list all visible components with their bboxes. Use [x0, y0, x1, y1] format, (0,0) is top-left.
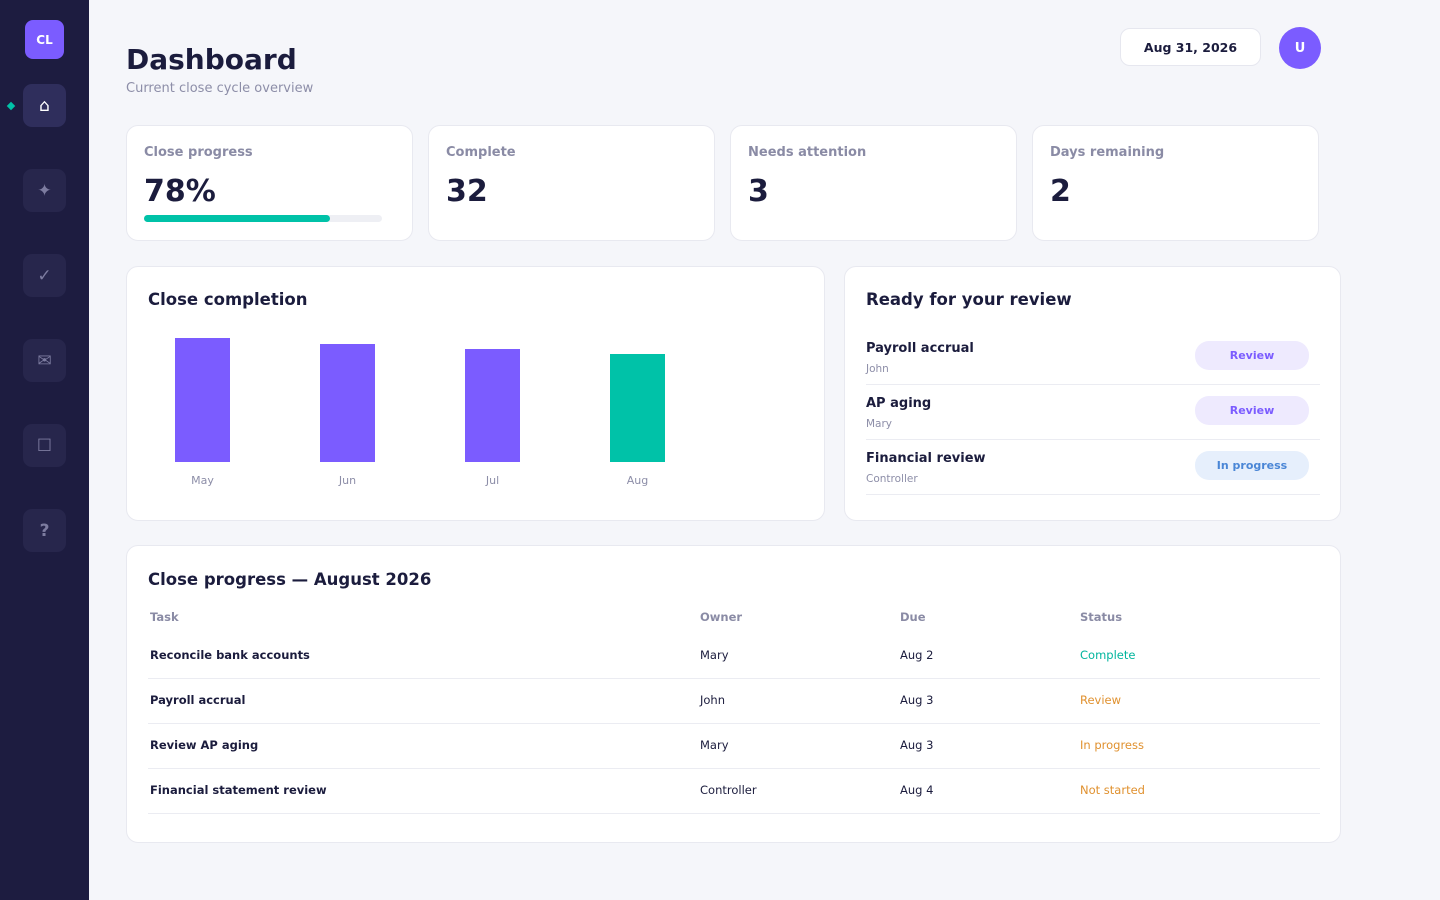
- cell-task: Reconcile bank accounts: [150, 648, 310, 662]
- stat-value: 3: [748, 174, 769, 209]
- review-card: Ready for your review Payroll accrual Jo…: [844, 266, 1341, 521]
- cell-task: Payroll accrual: [150, 693, 246, 707]
- stat-card-needs-attention: Needs attention 3: [730, 125, 1017, 241]
- progress-bar: [144, 215, 382, 222]
- review-button[interactable]: Review: [1195, 341, 1309, 370]
- column-header-status[interactable]: Status: [1080, 610, 1123, 624]
- cell-due: Aug 4: [900, 783, 934, 797]
- user-avatar[interactable]: U: [1279, 27, 1321, 69]
- sidebar-item-documents[interactable]: ☐: [23, 424, 66, 467]
- review-item: Financial review Controller In progress: [866, 440, 1320, 495]
- help-icon: ?: [39, 520, 50, 541]
- sidebar-item-sparkle[interactable]: ✦: [23, 169, 66, 212]
- table-row[interactable]: Review AP aging Mary Aug 3 In progress: [148, 724, 1320, 769]
- active-indicator-dot: [6, 101, 16, 111]
- column-header-due[interactable]: Due: [900, 610, 926, 624]
- review-title: Ready for your review: [866, 290, 1072, 309]
- progress-bar-fill: [144, 215, 330, 222]
- sidebar-item-home[interactable]: ⌂: [23, 84, 66, 127]
- stat-card-close-progress: Close progress 78%: [126, 125, 413, 241]
- review-item-owner: Mary: [866, 418, 893, 430]
- review-button[interactable]: Review: [1195, 396, 1309, 425]
- cell-owner: Mary: [700, 738, 729, 752]
- stat-label: Close progress: [144, 145, 253, 160]
- chart-bar-may[interactable]: [175, 337, 230, 462]
- chart-bar-jun[interactable]: [320, 343, 375, 462]
- stat-value: 32: [446, 174, 488, 209]
- date-picker[interactable]: Aug 31, 2026: [1120, 28, 1261, 66]
- chart-x-label: Jun: [338, 474, 357, 487]
- chart-x-label: May: [191, 474, 214, 487]
- stat-card-days-remaining: Days remaining 2: [1032, 125, 1319, 241]
- review-item-owner: John: [866, 363, 889, 375]
- app-logo[interactable]: CL: [25, 20, 64, 59]
- page-subtitle: Current close cycle overview: [126, 81, 314, 96]
- table-row[interactable]: Financial statement review Controller Au…: [148, 769, 1320, 814]
- stat-label: Needs attention: [748, 145, 867, 160]
- close-completion-card: Close completion May Jun Jul Aug: [126, 266, 825, 521]
- cell-owner: Mary: [700, 648, 729, 662]
- sidebar: CL ⌂ ✦ ✓ ✉ ☐ ?: [0, 0, 89, 900]
- close-progress-table-card: Close progress — August 2026 Task Owner …: [126, 545, 1341, 843]
- square-icon: ☐: [36, 435, 53, 456]
- table-row[interactable]: Payroll accrual John Aug 3 Review: [148, 679, 1320, 724]
- stat-value: 2: [1050, 174, 1071, 209]
- cell-task: Financial statement review: [150, 783, 327, 797]
- review-item-name: AP aging: [866, 396, 932, 411]
- cell-due: Aug 3: [900, 693, 934, 707]
- cell-owner: Controller: [700, 783, 757, 797]
- review-item-owner: Controller: [866, 473, 918, 485]
- sparkle-icon: ✦: [37, 180, 52, 201]
- review-item: Payroll accrual John Review: [866, 330, 1320, 385]
- review-item-name: Payroll accrual: [866, 341, 974, 356]
- column-header-owner[interactable]: Owner: [700, 610, 743, 624]
- cell-due: Aug 3: [900, 738, 934, 752]
- review-item-name: Financial review: [866, 451, 986, 466]
- column-header-task[interactable]: Task: [150, 610, 179, 624]
- sidebar-item-messages[interactable]: ✉: [23, 339, 66, 382]
- chart-bar-aug[interactable]: [610, 354, 665, 462]
- table-row[interactable]: Reconcile bank accounts Mary Aug 2 Compl…: [148, 634, 1320, 679]
- page-title: Dashboard: [126, 43, 297, 76]
- cell-due: Aug 2: [900, 648, 934, 662]
- cell-status: Not started: [1080, 783, 1145, 797]
- stat-label: Complete: [446, 145, 516, 160]
- in-progress-button[interactable]: In progress: [1195, 451, 1309, 480]
- cell-status: Complete: [1080, 648, 1136, 662]
- review-item: AP aging Mary Review: [866, 385, 1320, 440]
- sidebar-item-help[interactable]: ?: [23, 509, 66, 552]
- envelope-icon: ✉: [37, 350, 52, 371]
- stat-value: 78%: [144, 174, 216, 209]
- stat-label: Days remaining: [1050, 145, 1165, 160]
- cell-status: Review: [1080, 693, 1122, 707]
- chart-x-label: Aug: [626, 474, 649, 487]
- chart-bar-jul[interactable]: [465, 348, 520, 462]
- table-title: Close progress — August 2026: [148, 570, 432, 589]
- check-icon: ✓: [37, 265, 52, 286]
- home-icon: ⌂: [39, 95, 50, 116]
- sidebar-item-tasks[interactable]: ✓: [23, 254, 66, 297]
- stat-card-complete: Complete 32: [428, 125, 715, 241]
- cell-owner: John: [700, 693, 726, 707]
- cell-status: In progress: [1080, 738, 1144, 752]
- chart-title: Close completion: [148, 290, 308, 309]
- cell-task: Review AP aging: [150, 738, 259, 752]
- chart-x-label: Jul: [485, 474, 500, 487]
